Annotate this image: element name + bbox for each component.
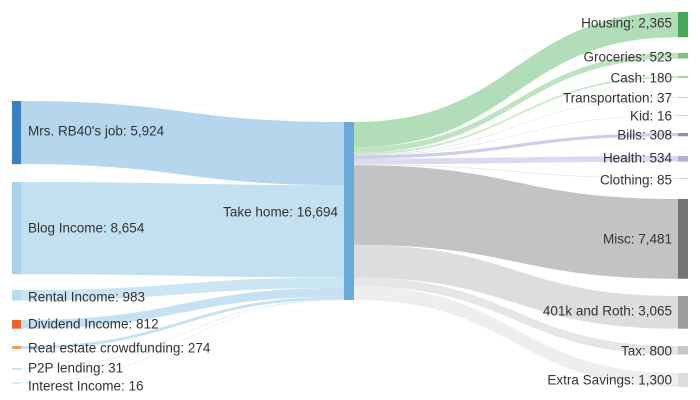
node-transportation[interactable] xyxy=(678,97,688,98)
link-take-home-to-housing xyxy=(354,12,678,148)
node-cash[interactable] xyxy=(678,76,688,78)
link-mrs-rb40-s-job-to-take-home xyxy=(21,101,344,186)
outflow-links xyxy=(354,12,678,387)
label-dividend-income: Dividend Income: 812 xyxy=(28,317,159,332)
link-take-home-to-groceries xyxy=(354,53,678,153)
node-interest-income[interactable] xyxy=(12,382,21,384)
label-p2p-lending: P2P lending: 31 xyxy=(28,361,123,376)
node-clothing[interactable] xyxy=(678,178,688,179)
link-take-home-to-bills xyxy=(354,133,678,159)
label-groceries: Groceries: 523 xyxy=(583,50,672,65)
link-real-estate-crowdfunding-to-take-home xyxy=(21,296,344,349)
link-take-home-to-transportation xyxy=(354,97,678,156)
label-cash: Cash: 180 xyxy=(610,71,672,86)
node-p2p-lending[interactable] xyxy=(12,368,21,370)
link-take-home-to-misc xyxy=(354,165,678,279)
link-take-home-to-tax xyxy=(354,277,678,355)
label-interest-income: Interest Income: 16 xyxy=(28,379,144,394)
node-dividend-income[interactable] xyxy=(12,320,21,329)
link-rental-income-to-take-home xyxy=(21,277,344,301)
node-misc[interactable] xyxy=(678,199,688,279)
link-dividend-income-to-take-home xyxy=(21,287,344,329)
node-take-home[interactable] xyxy=(344,122,354,300)
node-health[interactable] xyxy=(678,156,688,162)
node-kid[interactable] xyxy=(678,115,688,116)
label-real-estate-crowdfunding: Real estate crowdfunding: 274 xyxy=(28,341,211,356)
link-take-home-to-401k-and-roth xyxy=(354,244,678,329)
node-housing[interactable] xyxy=(678,12,688,38)
node-rental-income[interactable] xyxy=(12,290,21,301)
inflow-links xyxy=(21,101,344,383)
label-housing: Housing: 2,365 xyxy=(581,16,672,31)
link-take-home-to-cash xyxy=(354,76,678,155)
label-clothing: Clothing: 85 xyxy=(600,173,672,188)
label-take-home: Take home: 16,694 xyxy=(223,205,338,220)
nodes xyxy=(12,12,688,387)
link-take-home-to-kid xyxy=(354,115,678,156)
node-extra-savings[interactable] xyxy=(678,373,688,387)
node-401k-and-roth[interactable] xyxy=(678,296,688,329)
link-interest-income-to-take-home xyxy=(21,299,344,383)
node-groceries[interactable] xyxy=(678,53,688,59)
label-tax: Tax: 800 xyxy=(621,344,672,359)
label-misc: Misc: 7,481 xyxy=(603,232,672,247)
label-rental-income: Rental Income: 983 xyxy=(28,290,145,305)
label-blog-income: Blog Income: 8,654 xyxy=(28,221,145,236)
label-transportation: Transportation: 37 xyxy=(563,91,672,106)
link-take-home-to-health xyxy=(354,156,678,165)
label-mrs-rb40-s-job: Mrs. RB40's job: 5,924 xyxy=(28,124,165,139)
node-real-estate-crowdfunding[interactable] xyxy=(12,346,21,349)
label-kid: Kid: 16 xyxy=(630,109,672,124)
link-take-home-to-extra-savings xyxy=(354,286,678,387)
node-bills[interactable] xyxy=(678,133,688,137)
node-labels: Mrs. RB40's job: 5,924 Blog Income: 8,654… xyxy=(28,16,672,394)
node-mrs-rb40-s-job[interactable] xyxy=(12,101,21,165)
node-tax[interactable] xyxy=(678,346,688,355)
label-401k-and-roth: 401k and Roth: 3,065 xyxy=(543,304,672,319)
link-p2p-lending-to-take-home xyxy=(21,299,344,369)
node-blog-income[interactable] xyxy=(12,182,21,275)
link-blog-income-to-take-home xyxy=(21,182,344,278)
label-bills: Bills: 308 xyxy=(617,128,672,143)
label-extra-savings: Extra Savings: 1,300 xyxy=(547,373,672,388)
link-take-home-to-clothing xyxy=(354,164,678,179)
label-health: Health: 534 xyxy=(603,151,673,166)
